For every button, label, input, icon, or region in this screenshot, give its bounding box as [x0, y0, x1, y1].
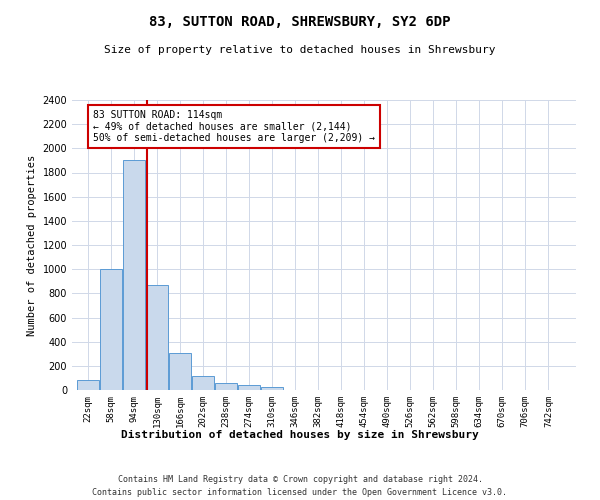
Text: Contains public sector information licensed under the Open Government Licence v3: Contains public sector information licen… — [92, 488, 508, 497]
Y-axis label: Number of detached properties: Number of detached properties — [27, 154, 37, 336]
Bar — [123, 160, 145, 390]
Bar — [238, 385, 260, 390]
Text: 83 SUTTON ROAD: 114sqm
← 49% of detached houses are smaller (2,144)
50% of semi-: 83 SUTTON ROAD: 114sqm ← 49% of detached… — [93, 110, 375, 143]
Bar — [77, 380, 99, 390]
Bar — [192, 376, 214, 390]
Text: Distribution of detached houses by size in Shrewsbury: Distribution of detached houses by size … — [121, 430, 479, 440]
Bar — [100, 269, 122, 390]
Text: 83, SUTTON ROAD, SHREWSBURY, SY2 6DP: 83, SUTTON ROAD, SHREWSBURY, SY2 6DP — [149, 15, 451, 29]
Text: Contains HM Land Registry data © Crown copyright and database right 2024.: Contains HM Land Registry data © Crown c… — [118, 476, 482, 484]
Bar — [215, 384, 237, 390]
Bar — [169, 352, 191, 390]
Text: Size of property relative to detached houses in Shrewsbury: Size of property relative to detached ho… — [104, 45, 496, 55]
Bar — [146, 285, 168, 390]
Bar — [261, 387, 283, 390]
